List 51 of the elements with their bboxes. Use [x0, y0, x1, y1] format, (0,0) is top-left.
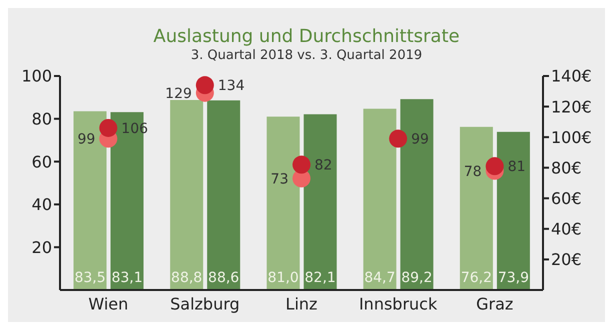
data-label: 89,2 — [401, 270, 432, 286]
y2-tick-label: 100€ — [551, 128, 592, 147]
y-tick-label: 80 — [32, 109, 52, 128]
bar — [170, 100, 204, 290]
bar — [496, 132, 530, 290]
data-label: 134 — [218, 78, 245, 94]
x-tick-label: Linz — [286, 294, 318, 314]
bar — [304, 114, 337, 290]
y-tick-label: 60 — [32, 152, 52, 172]
chart-subtitle: 3. Quartal 2018 vs. 3. Quartal 2019 — [190, 48, 424, 64]
y2-tick-label: 140€ — [551, 66, 592, 86]
bar — [363, 108, 396, 290]
data-label: 84,7 — [364, 270, 396, 286]
data-label: 82 — [314, 158, 332, 174]
x-tick-label: Wien — [88, 294, 128, 314]
bar — [266, 116, 300, 290]
y2-tick-label: 20€ — [551, 250, 582, 270]
y2-tick-label: 60€ — [551, 188, 582, 208]
point — [292, 156, 310, 174]
data-label: 83,5 — [74, 270, 106, 286]
bar — [400, 99, 434, 290]
point — [99, 118, 118, 137]
data-label: 81 — [508, 159, 526, 176]
data-label: 99 — [77, 132, 96, 148]
data-label: 129 — [165, 86, 192, 102]
data-label: 73 — [270, 171, 288, 188]
point — [389, 130, 408, 148]
data-label: 88,8 — [171, 270, 202, 286]
y2-tick-label: 80€ — [551, 158, 582, 178]
data-label: 88,6 — [208, 270, 240, 286]
x-tick-label: Innsbruck — [358, 294, 438, 314]
y2-tick-label: 120€ — [551, 97, 592, 116]
bar — [74, 111, 107, 290]
bar — [460, 126, 493, 290]
y-tick-label: 100 — [21, 66, 52, 86]
data-label: 81,0 — [268, 270, 299, 286]
x-tick-label: Graz — [476, 294, 514, 314]
bar — [207, 100, 240, 290]
point — [486, 157, 504, 176]
y2-tick-label: 40€ — [551, 220, 582, 239]
y-tick-label: 40 — [32, 195, 52, 214]
x-tick-label: Salzburg — [170, 294, 240, 314]
data-label: 83,1 — [111, 270, 143, 286]
y-tick-label: 20 — [32, 238, 52, 257]
chart-title: Auslastung und Durchschnittsrate — [152, 25, 461, 48]
data-label: 76,2 — [460, 270, 492, 286]
data-label: 99 — [411, 132, 429, 148]
point — [196, 76, 214, 94]
data-label: 82,1 — [304, 270, 336, 286]
data-label: 73,9 — [498, 270, 530, 286]
data-label: 78 — [464, 164, 482, 180]
